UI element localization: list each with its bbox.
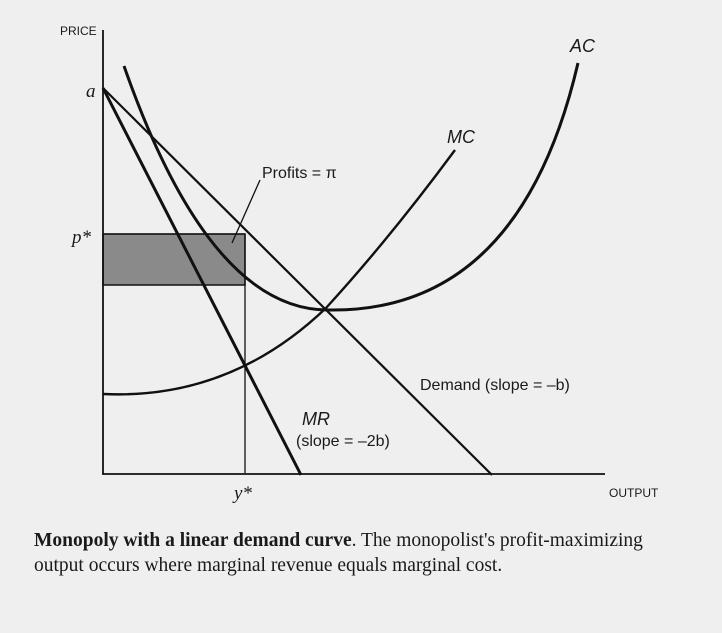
caption-title: Monopoly with a linear demand curve xyxy=(34,530,352,551)
intercept-a-label: a xyxy=(86,81,96,102)
profits-label: Profits = π xyxy=(262,165,337,182)
ac-label: AC xyxy=(569,36,596,56)
ac-curve xyxy=(122,62,580,312)
mc-label: MC xyxy=(447,127,476,147)
demand-curve xyxy=(102,87,493,476)
mr-label: MR xyxy=(302,409,330,429)
mc-curve xyxy=(102,149,456,396)
profit-region xyxy=(102,233,246,286)
y-axis-label: PRICE xyxy=(60,24,97,38)
x-axis-label: OUTPUT xyxy=(609,486,659,500)
caption-body: . The monopolist's profit-maximizing out… xyxy=(34,530,643,576)
demand-label: Demand (slope = –b) xyxy=(420,377,570,394)
p-star-label: p* xyxy=(70,227,92,248)
figure-caption: Monopoly with a linear demand curve. The… xyxy=(34,528,694,578)
y-star-label: y* xyxy=(232,483,252,504)
profits-pointer xyxy=(231,179,261,244)
mr-slope-label: (slope = –2b) xyxy=(296,433,390,450)
mr-curve xyxy=(101,87,303,476)
